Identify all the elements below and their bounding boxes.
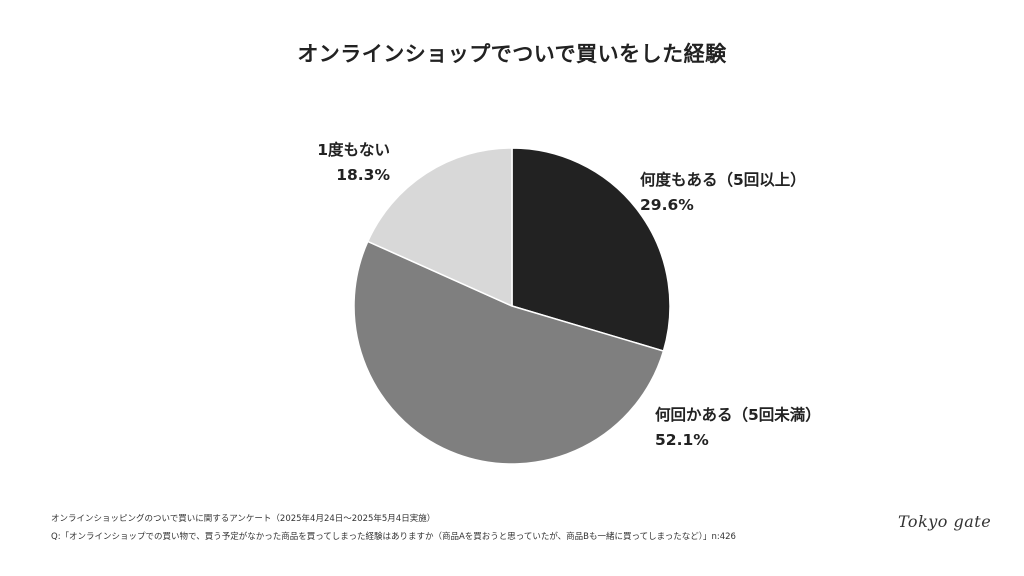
question-note: Q:「オンラインショップでの買い物で、買う予定がなかった商品を買ってしまった経験…	[51, 532, 736, 542]
slice-label-many-times: 何度もある（5回以上） 29.6%	[640, 168, 806, 218]
slice-label-several-times-text: 何回かある（5回未満）	[655, 406, 821, 424]
slice-label-several-times-value: 52.1%	[655, 431, 709, 449]
slice-many-times	[511, 147, 671, 352]
slice-label-never-text: 1度もない	[317, 141, 390, 159]
slice-label-many-times-text: 何度もある（5回以上）	[640, 171, 806, 189]
slice-label-several-times: 何回かある（5回未満） 52.1%	[655, 403, 821, 453]
slice-label-many-times-value: 29.6%	[640, 196, 694, 214]
chart-title: オンラインショップでついで買いをした経験	[297, 42, 727, 66]
survey-note: オンラインショッピングのついで買いに関するアンケート（2025年4月24日〜20…	[51, 514, 436, 524]
slice-several-times	[353, 240, 665, 465]
slice-never	[366, 147, 513, 308]
brand-logo: Tokyo gate	[898, 512, 992, 531]
slice-label-never-value: 18.3%	[336, 166, 390, 184]
slice-label-never: 1度もない 18.3%	[290, 138, 390, 188]
